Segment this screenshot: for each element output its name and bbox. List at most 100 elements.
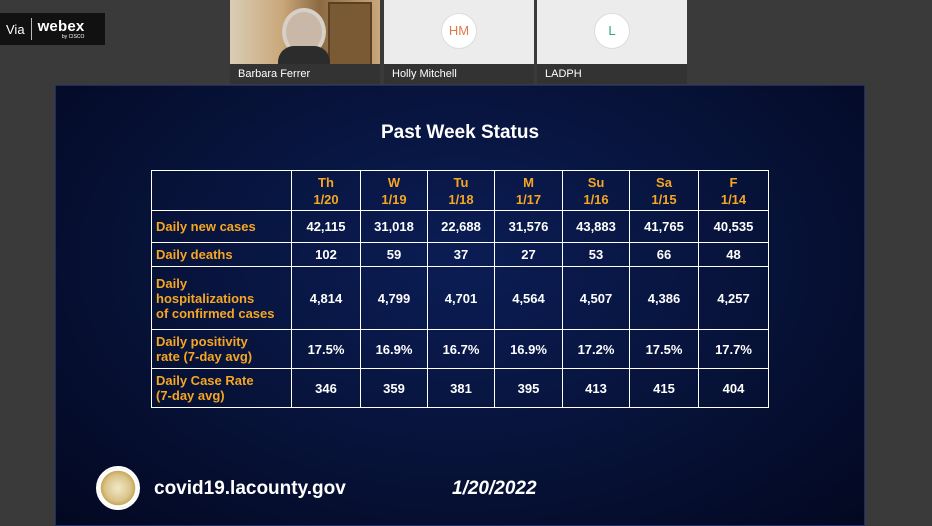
participant-video bbox=[230, 0, 380, 66]
participant-tile-ladph[interactable]: L LADPH bbox=[537, 0, 687, 84]
column-header: Tu 1/18 bbox=[427, 170, 495, 211]
row-label-line: of confirmed cases bbox=[156, 305, 275, 321]
row-label-line: Daily Case Rate bbox=[156, 373, 254, 388]
column-day: M bbox=[523, 174, 534, 190]
participant-name: Barbara Ferrer bbox=[230, 64, 380, 84]
participant-tile-holly-mitchell[interactable]: HM Holly Mitchell bbox=[384, 0, 534, 84]
table-cell: 41,765 bbox=[629, 210, 699, 243]
table-row: Daily hospitalizations of confirmed cases … bbox=[151, 266, 769, 330]
table-row: Daily new cases 42,115 31,018 22,688 31,… bbox=[151, 210, 769, 243]
table-cell: 413 bbox=[562, 368, 630, 408]
row-label-line: Daily deaths bbox=[156, 247, 233, 262]
table-row: Daily positivity rate (7-day avg) 17.5% 1… bbox=[151, 329, 769, 369]
column-header: Sa 1/15 bbox=[629, 170, 699, 211]
table-cell: 16.9% bbox=[494, 329, 563, 369]
column-date: 1/19 bbox=[381, 191, 407, 207]
table-cell: 381 bbox=[427, 368, 495, 408]
table-cell: 31,018 bbox=[360, 210, 428, 243]
table-header-row: Th 1/20 W 1/19 Tu 1/18 M 1/17 Su 1/16 Sa 1/15 … bbox=[151, 170, 769, 211]
table-cell: 16.7% bbox=[427, 329, 495, 369]
participant-name: Holly Mitchell bbox=[384, 64, 534, 84]
column-date: 1/17 bbox=[515, 191, 542, 207]
column-header: Th 1/20 bbox=[291, 170, 361, 211]
column-header: M 1/17 bbox=[494, 170, 563, 211]
row-label: Daily Case Rate (7-day avg) bbox=[151, 368, 292, 408]
table-cell: 43,883 bbox=[562, 210, 630, 243]
table-cell: 22,688 bbox=[427, 210, 495, 243]
table-cell: 415 bbox=[629, 368, 699, 408]
table-cell: 404 bbox=[698, 368, 769, 408]
county-seal-icon bbox=[96, 466, 140, 510]
row-label-line: rate (7-day avg) bbox=[156, 349, 253, 364]
table-cell: 4,507 bbox=[562, 266, 630, 330]
via-label: Via bbox=[6, 21, 25, 37]
table-cell: 346 bbox=[291, 368, 361, 408]
column-date: 1/14 bbox=[720, 191, 747, 207]
table-cell: 17.2% bbox=[562, 329, 630, 369]
table-cell: 4,257 bbox=[698, 266, 769, 330]
shared-slide: Past Week Status Th 1/20 W 1/19 Tu 1/18 M 1/… bbox=[55, 85, 865, 526]
row-label-line: hospitalizations bbox=[156, 290, 255, 306]
column-date: 1/16 bbox=[583, 191, 609, 207]
avatar: L bbox=[594, 13, 630, 49]
column-day: Su bbox=[587, 174, 605, 190]
avatar: HM bbox=[441, 13, 477, 49]
table-cell: 359 bbox=[360, 368, 428, 408]
table-cell: 395 bbox=[494, 368, 563, 408]
footer-url: covid19.lacounty.gov bbox=[154, 478, 346, 499]
table-cell: 4,799 bbox=[360, 266, 428, 330]
row-label-line: (7-day avg) bbox=[156, 388, 225, 403]
footer-date: 1/20/2022 bbox=[452, 478, 537, 499]
table-cell: 4,814 bbox=[291, 266, 361, 330]
column-day: Tu bbox=[453, 174, 469, 190]
table-cell: 66 bbox=[629, 242, 699, 267]
column-date: 1/20 bbox=[313, 191, 339, 207]
cisco-wordmark: by CISCO bbox=[61, 33, 85, 40]
table-cell: 40,535 bbox=[698, 210, 769, 243]
webex-logo: webex by CISCO bbox=[38, 19, 85, 40]
column-date: 1/15 bbox=[651, 191, 677, 207]
column-header: Su 1/16 bbox=[562, 170, 630, 211]
participant-face bbox=[286, 12, 322, 52]
table-cell: 42,115 bbox=[291, 210, 361, 243]
column-date: 1/18 bbox=[448, 191, 474, 207]
table-row: Daily Case Rate (7-day avg) 346 359 381 3… bbox=[151, 368, 769, 408]
table-row: Daily deaths 102 59 37 27 53 66 48 bbox=[151, 242, 769, 267]
participant-name: LADPH bbox=[537, 64, 687, 84]
bookshelf bbox=[328, 2, 372, 66]
table-cell: 48 bbox=[698, 242, 769, 267]
header-empty-cell bbox=[151, 170, 292, 211]
table-cell: 16.9% bbox=[360, 329, 428, 369]
table-cell: 17.7% bbox=[698, 329, 769, 369]
participant-body bbox=[278, 46, 330, 66]
column-header: W 1/19 bbox=[360, 170, 428, 211]
column-day: Th bbox=[318, 174, 334, 190]
row-label: Daily hospitalizations of confirmed cases bbox=[151, 266, 292, 330]
status-table: Th 1/20 W 1/19 Tu 1/18 M 1/17 Su 1/16 Sa 1/15 … bbox=[151, 170, 769, 408]
column-header: F 1/14 bbox=[698, 170, 769, 211]
slide-title: Past Week Status bbox=[380, 122, 540, 143]
webex-wordmark: webex bbox=[37, 17, 85, 35]
table-cell: 53 bbox=[562, 242, 630, 267]
table-cell: 102 bbox=[291, 242, 361, 267]
webex-badge: Via webex by CISCO bbox=[0, 13, 105, 45]
badge-divider bbox=[30, 18, 32, 40]
row-label: Daily new cases bbox=[151, 210, 292, 243]
row-label-line: Daily positivity bbox=[156, 334, 248, 349]
table-cell: 31,576 bbox=[494, 210, 563, 243]
table-cell: 37 bbox=[427, 242, 495, 267]
table-cell: 4,564 bbox=[494, 266, 563, 330]
row-label-line: Daily new cases bbox=[156, 219, 256, 234]
table-cell: 59 bbox=[360, 242, 428, 267]
table-cell: 17.5% bbox=[291, 329, 361, 369]
participant-tile-barbara-ferrer[interactable]: Barbara Ferrer bbox=[230, 0, 380, 84]
table-cell: 4,386 bbox=[629, 266, 699, 330]
column-day: W bbox=[387, 174, 401, 190]
row-label-line: Daily bbox=[156, 275, 188, 291]
column-day: F bbox=[729, 174, 738, 190]
row-label: Daily deaths bbox=[151, 242, 292, 267]
table-cell: 4,701 bbox=[427, 266, 495, 330]
table-cell: 17.5% bbox=[629, 329, 699, 369]
column-day: Sa bbox=[656, 174, 672, 190]
table-cell: 27 bbox=[494, 242, 563, 267]
